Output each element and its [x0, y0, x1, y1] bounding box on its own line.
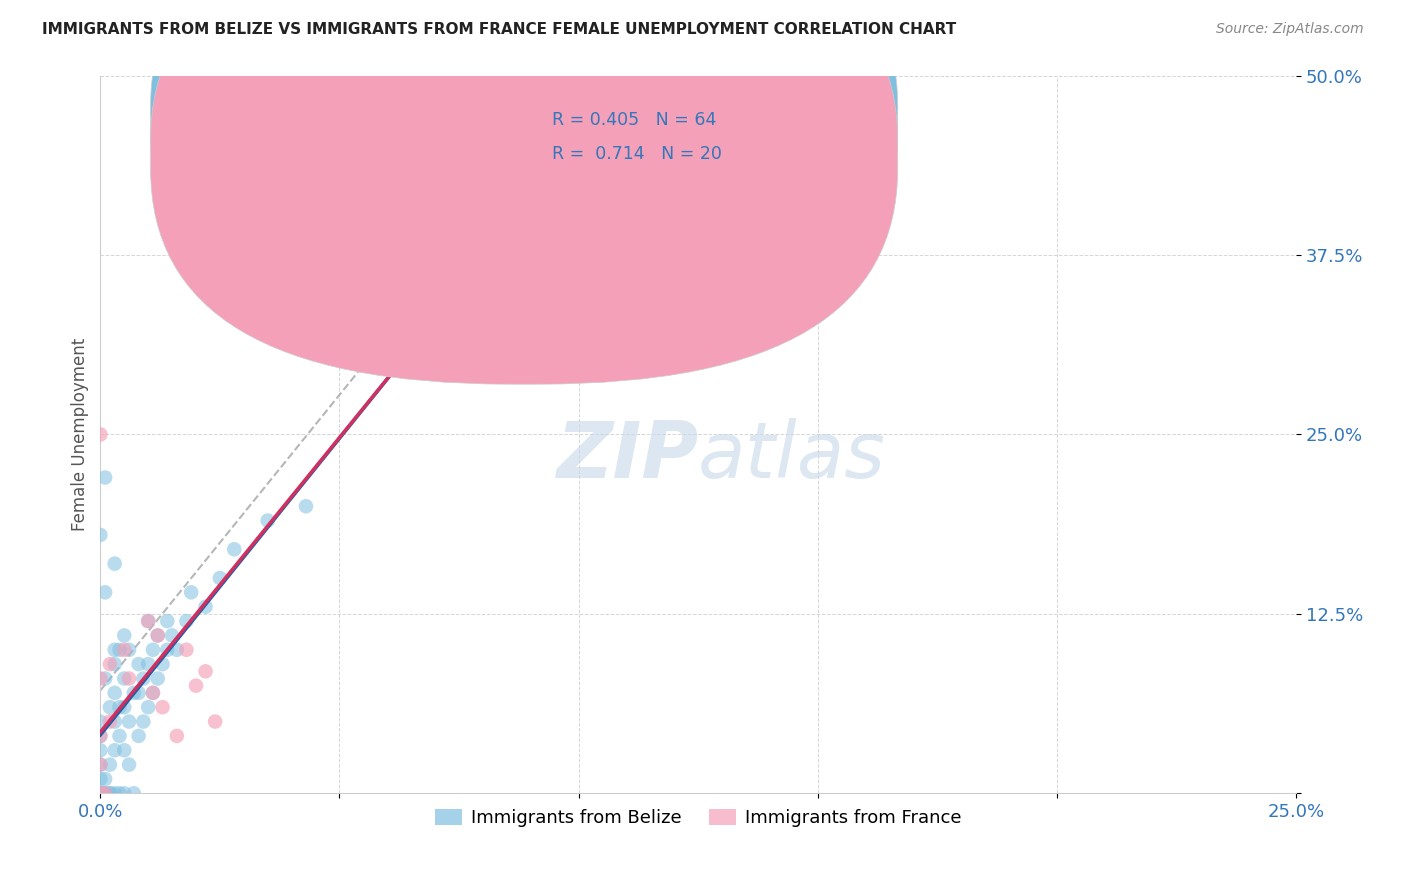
Point [112, 743, 135, 757]
Point [104, 714, 127, 729]
Point [142, 642, 165, 657]
FancyBboxPatch shape [150, 0, 897, 350]
Point [89, 743, 111, 757]
Point [94, 786, 117, 800]
Point [94, 786, 117, 800]
Point [112, 672, 135, 686]
Point [122, 686, 145, 700]
Point [89, 714, 111, 729]
Point [194, 665, 217, 679]
Point [166, 642, 188, 657]
Point [142, 686, 165, 700]
Legend: Immigrants from Belize, Immigrants from France: Immigrants from Belize, Immigrants from … [427, 802, 969, 835]
Point [112, 786, 135, 800]
Point [136, 614, 159, 628]
Point [146, 628, 169, 642]
Point [132, 672, 155, 686]
Point [89, 772, 111, 786]
Point [128, 657, 150, 672]
Point [89, 757, 111, 772]
Point [104, 657, 127, 672]
Point [136, 700, 159, 714]
Text: atlas: atlas [697, 418, 886, 494]
Point [112, 628, 135, 642]
Point [98, 757, 121, 772]
Point [118, 757, 141, 772]
Point [94, 585, 117, 599]
Text: R =  0.714   N = 20: R = 0.714 N = 20 [553, 145, 723, 163]
Point [89, 786, 111, 800]
Point [208, 571, 231, 585]
Point [112, 700, 135, 714]
Point [256, 514, 278, 528]
Point [156, 614, 179, 628]
Point [94, 786, 117, 800]
Point [89, 786, 111, 800]
Point [176, 642, 198, 657]
Point [89, 672, 111, 686]
Text: IMMIGRANTS FROM BELIZE VS IMMIGRANTS FROM FRANCE FEMALE UNEMPLOYMENT CORRELATION: IMMIGRANTS FROM BELIZE VS IMMIGRANTS FRO… [42, 22, 956, 37]
Point [89, 729, 111, 743]
Point [108, 700, 131, 714]
Point [98, 786, 121, 800]
Point [104, 786, 127, 800]
Point [89, 427, 111, 442]
Point [89, 528, 111, 542]
Point [104, 642, 127, 657]
Point [122, 786, 145, 800]
Point [160, 628, 183, 642]
Point [146, 628, 169, 642]
Point [152, 657, 174, 672]
Point [204, 714, 226, 729]
Point [108, 729, 131, 743]
Point [104, 686, 127, 700]
Point [156, 642, 179, 657]
Point [89, 786, 111, 800]
Point [295, 500, 318, 514]
Point [142, 686, 165, 700]
Point [104, 743, 127, 757]
Point [118, 714, 141, 729]
Point [184, 679, 207, 693]
Point [94, 772, 117, 786]
Point [132, 714, 155, 729]
Point [89, 729, 111, 743]
Point [108, 786, 131, 800]
Y-axis label: Female Unemployment: Female Unemployment [72, 338, 89, 531]
Point [180, 585, 202, 599]
Point [98, 786, 121, 800]
Point [94, 672, 117, 686]
Point [104, 557, 127, 571]
FancyBboxPatch shape [150, 0, 897, 384]
Point [558, 69, 581, 83]
Point [89, 786, 111, 800]
Point [94, 470, 117, 484]
Point [136, 614, 159, 628]
Point [98, 700, 121, 714]
Point [146, 672, 169, 686]
Point [224, 542, 246, 557]
Point [118, 672, 141, 686]
Text: ZIP: ZIP [555, 418, 697, 494]
Point [118, 642, 141, 657]
Point [152, 700, 174, 714]
Point [89, 786, 111, 800]
Point [194, 599, 217, 614]
Point [136, 657, 159, 672]
Point [112, 642, 135, 657]
Text: R = 0.405   N = 64: R = 0.405 N = 64 [553, 111, 717, 129]
Point [128, 686, 150, 700]
Point [89, 757, 111, 772]
Text: Source: ZipAtlas.com: Source: ZipAtlas.com [1216, 22, 1364, 37]
Point [176, 614, 198, 628]
Point [166, 729, 188, 743]
Point [108, 642, 131, 657]
FancyBboxPatch shape [482, 90, 770, 183]
Point [128, 729, 150, 743]
Point [98, 714, 121, 729]
Point [98, 657, 121, 672]
